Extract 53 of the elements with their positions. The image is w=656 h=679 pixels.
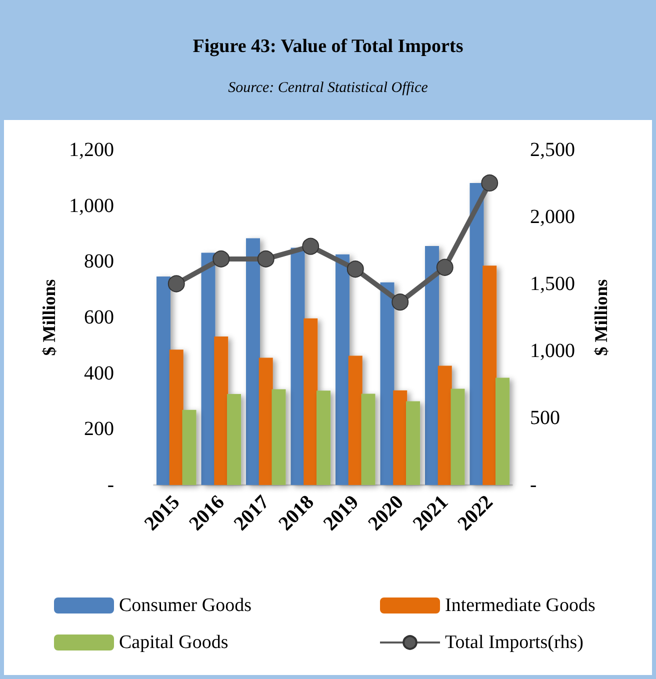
- bar: [424, 246, 439, 485]
- point: [302, 238, 320, 255]
- bar: [348, 356, 362, 485]
- bar: [169, 350, 184, 485]
- y-tick-label: 1,200: [69, 139, 114, 161]
- chart-subtitle: Source: Central Statistical Office: [227, 80, 429, 97]
- chart-title: Figure 43: Value of Total Imports: [192, 36, 464, 58]
- y-tick-label: 400: [84, 362, 114, 384]
- point: [481, 174, 498, 192]
- bar: [156, 276, 170, 485]
- bar: [246, 238, 260, 485]
- bar: [482, 266, 497, 485]
- y-tick-label: -: [107, 474, 114, 496]
- bar: [393, 390, 408, 485]
- legend-label: Consumer Goods: [119, 595, 252, 616]
- y2-tick-label: 500: [530, 407, 560, 429]
- legend-label: Intermediate Goods: [445, 595, 596, 616]
- bar: [335, 254, 350, 485]
- bar: [496, 378, 510, 485]
- point: [212, 250, 230, 268]
- bar: [450, 388, 465, 485]
- bar: [258, 358, 273, 485]
- bar: [304, 318, 318, 485]
- bar: [470, 182, 484, 485]
- y2-tick-label: 1,000: [530, 340, 575, 362]
- y-axis-title: $ Millions: [39, 279, 60, 356]
- y2-tick-label: -: [530, 474, 537, 496]
- y-tick-label: 600: [84, 306, 114, 328]
- y-tick-label: 1,000: [69, 194, 114, 217]
- y-tick-label: 200: [84, 418, 114, 440]
- point: [392, 294, 409, 311]
- bar: [406, 401, 420, 485]
- y2-tick-label: 2,500: [530, 139, 575, 161]
- bar: [201, 252, 216, 485]
- point: [436, 258, 454, 276]
- y2-tick-label: 1,500: [530, 273, 575, 295]
- point: [257, 250, 274, 268]
- bar: [227, 394, 242, 485]
- y-tick-label: 800: [84, 250, 114, 273]
- bar: [316, 390, 331, 485]
- legend-label: Capital Goods: [119, 632, 228, 653]
- y2-tick-label: 2,000: [530, 206, 575, 228]
- bar: [380, 282, 394, 485]
- bar: [182, 410, 196, 485]
- bar: [361, 394, 376, 485]
- y2-axis-title: $ Millions: [591, 279, 611, 356]
- bar: [272, 389, 286, 485]
- point: [168, 275, 185, 292]
- bar: [214, 336, 228, 485]
- point: [346, 260, 364, 278]
- bar: [438, 366, 452, 485]
- bar: [290, 248, 305, 485]
- legend-label: Total Imports(rhs): [445, 632, 584, 653]
